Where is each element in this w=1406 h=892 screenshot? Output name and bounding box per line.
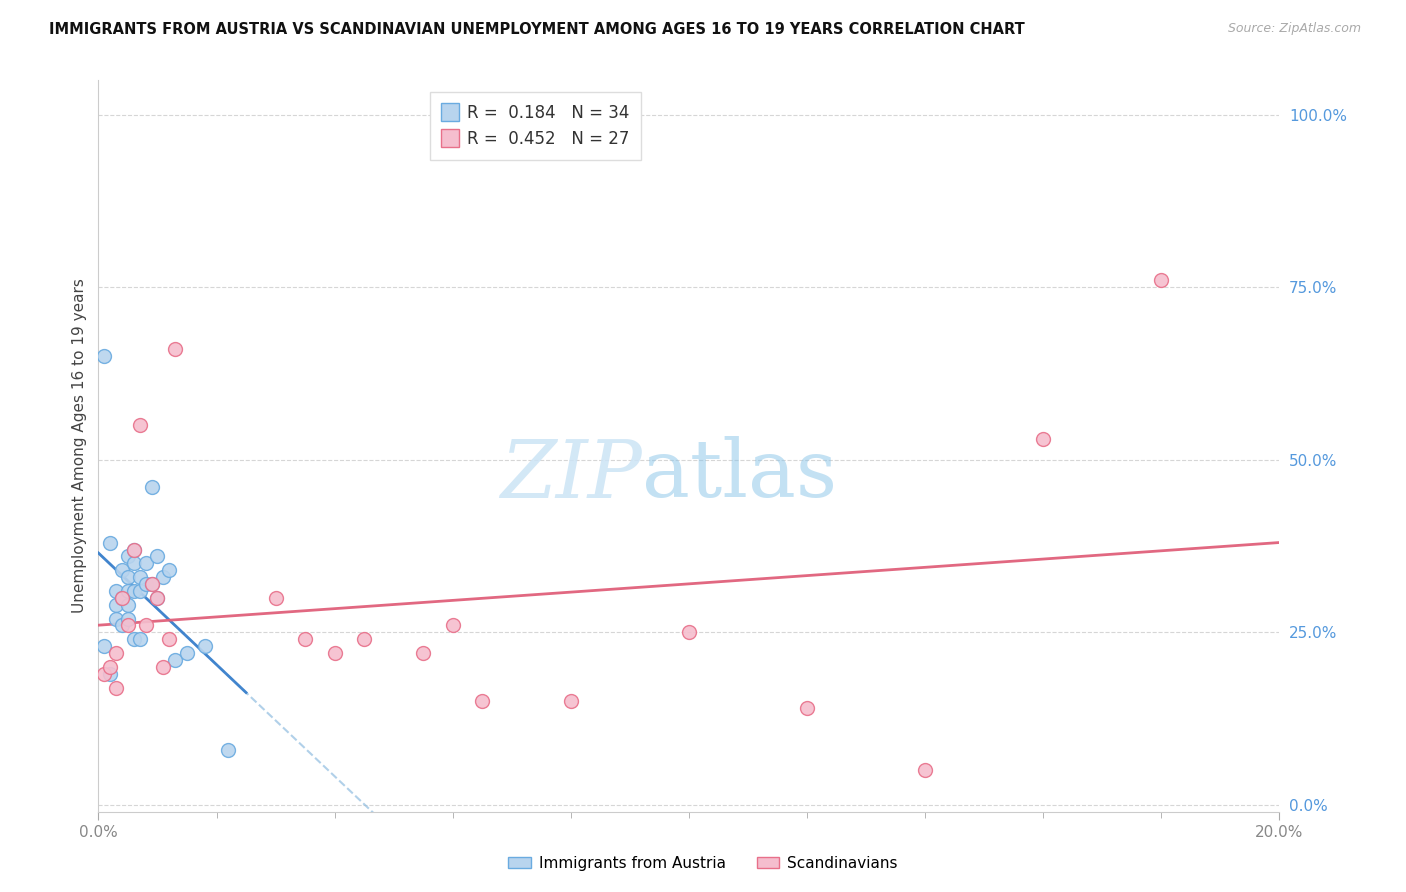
Point [1150, 273, 1173, 287]
Y-axis label: Unemployment Among Ages 16 to 19 years: Unemployment Among Ages 16 to 19 years [72, 278, 87, 614]
Point [122, 632, 145, 647]
Point [914, 764, 936, 778]
Point [194, 639, 217, 653]
Text: Source: ZipAtlas.com: Source: ZipAtlas.com [1227, 22, 1361, 36]
Point [128, 583, 150, 598]
Point [165, 343, 187, 357]
Text: atlas: atlas [641, 436, 837, 515]
Point [117, 611, 139, 625]
Text: ZIP: ZIP [501, 436, 641, 514]
Point [122, 542, 145, 557]
Point [98, 660, 121, 674]
Point [117, 570, 139, 584]
Point [217, 742, 239, 756]
Point [412, 646, 434, 660]
Point [93, 666, 115, 681]
Point [141, 480, 163, 494]
Point [157, 563, 180, 577]
Point [111, 591, 134, 605]
Point [176, 646, 198, 660]
Legend: Immigrants from Austria, Scandinavians: Immigrants from Austria, Scandinavians [502, 850, 904, 877]
Point [117, 583, 139, 598]
Point [117, 598, 139, 612]
Point [323, 646, 346, 660]
Point [152, 660, 174, 674]
Point [471, 694, 494, 708]
Point [105, 583, 128, 598]
Point [111, 591, 134, 605]
Point [128, 632, 150, 647]
Point [135, 557, 157, 571]
Point [117, 549, 139, 564]
Text: IMMIGRANTS FROM AUSTRIA VS SCANDINAVIAN UNEMPLOYMENT AMONG AGES 16 TO 19 YEARS C: IMMIGRANTS FROM AUSTRIA VS SCANDINAVIAN … [49, 22, 1025, 37]
Point [141, 577, 163, 591]
Point [111, 618, 134, 632]
Point [1032, 432, 1054, 446]
Point [105, 681, 128, 695]
Point [135, 618, 157, 632]
Point [105, 611, 128, 625]
Point [117, 618, 139, 632]
Point [122, 557, 145, 571]
Point [157, 632, 180, 647]
Point [111, 563, 134, 577]
Point [122, 583, 145, 598]
Point [146, 549, 169, 564]
Point [98, 666, 121, 681]
Point [105, 598, 128, 612]
Point [135, 577, 157, 591]
Point [294, 632, 316, 647]
Legend: R =  0.184   N = 34, R =  0.452   N = 27: R = 0.184 N = 34, R = 0.452 N = 27 [430, 92, 641, 160]
Point [796, 701, 818, 715]
Point [264, 591, 287, 605]
Point [93, 639, 115, 653]
Point [146, 591, 169, 605]
Point [105, 646, 128, 660]
Point [560, 694, 582, 708]
Point [128, 418, 150, 433]
Point [152, 570, 174, 584]
Point [93, 349, 115, 363]
Point [165, 653, 187, 667]
Point [98, 535, 121, 549]
Point [353, 632, 375, 647]
Point [122, 542, 145, 557]
Point [128, 570, 150, 584]
Point [678, 625, 700, 640]
Point [141, 577, 163, 591]
Point [441, 618, 464, 632]
Point [146, 591, 169, 605]
